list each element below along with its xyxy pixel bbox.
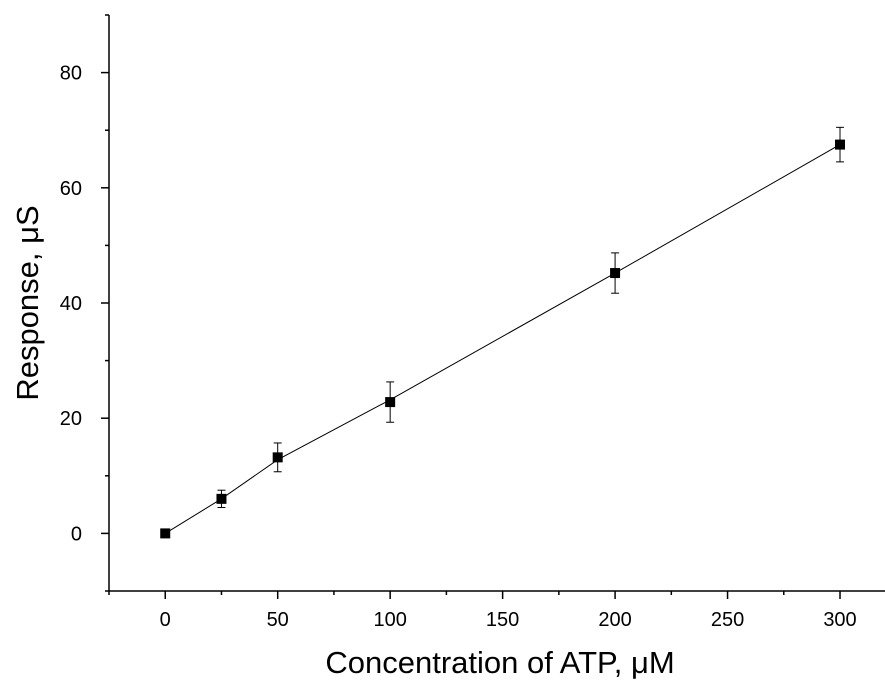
- data-point: [160, 528, 171, 539]
- data-point: [835, 139, 846, 150]
- fit-line-group: [164, 144, 841, 534]
- data-point: [272, 452, 283, 463]
- y-axis-title: Response, μS: [10, 205, 45, 400]
- y-tick-label: 40: [60, 293, 82, 315]
- data-point: [216, 493, 227, 504]
- axes: [108, 15, 885, 592]
- data-points: [160, 139, 846, 539]
- x-tick-label: 300: [823, 609, 856, 631]
- fit-line: [164, 144, 841, 534]
- y-ticks: 0 20 40 60 80: [60, 14, 109, 592]
- x-tick-label: 50: [267, 609, 289, 631]
- x-tick-label: 100: [373, 609, 406, 631]
- y-tick-label: 0: [71, 523, 82, 545]
- data-point: [610, 268, 621, 279]
- x-ticks: 0 50 100 150 200 250 300: [108, 591, 857, 631]
- x-tick-label: 250: [711, 609, 744, 631]
- x-tick-label: 200: [598, 609, 631, 631]
- x-tick-label: 0: [160, 609, 171, 631]
- data-point: [385, 397, 396, 408]
- y-tick-label: 80: [60, 63, 82, 85]
- y-tick-label: 60: [60, 178, 82, 200]
- error-bars: [161, 126, 845, 536]
- x-axis-title: Concentration of ATP, μM: [325, 645, 674, 680]
- y-tick-label: 20: [60, 408, 82, 430]
- x-tick-label: 150: [486, 609, 519, 631]
